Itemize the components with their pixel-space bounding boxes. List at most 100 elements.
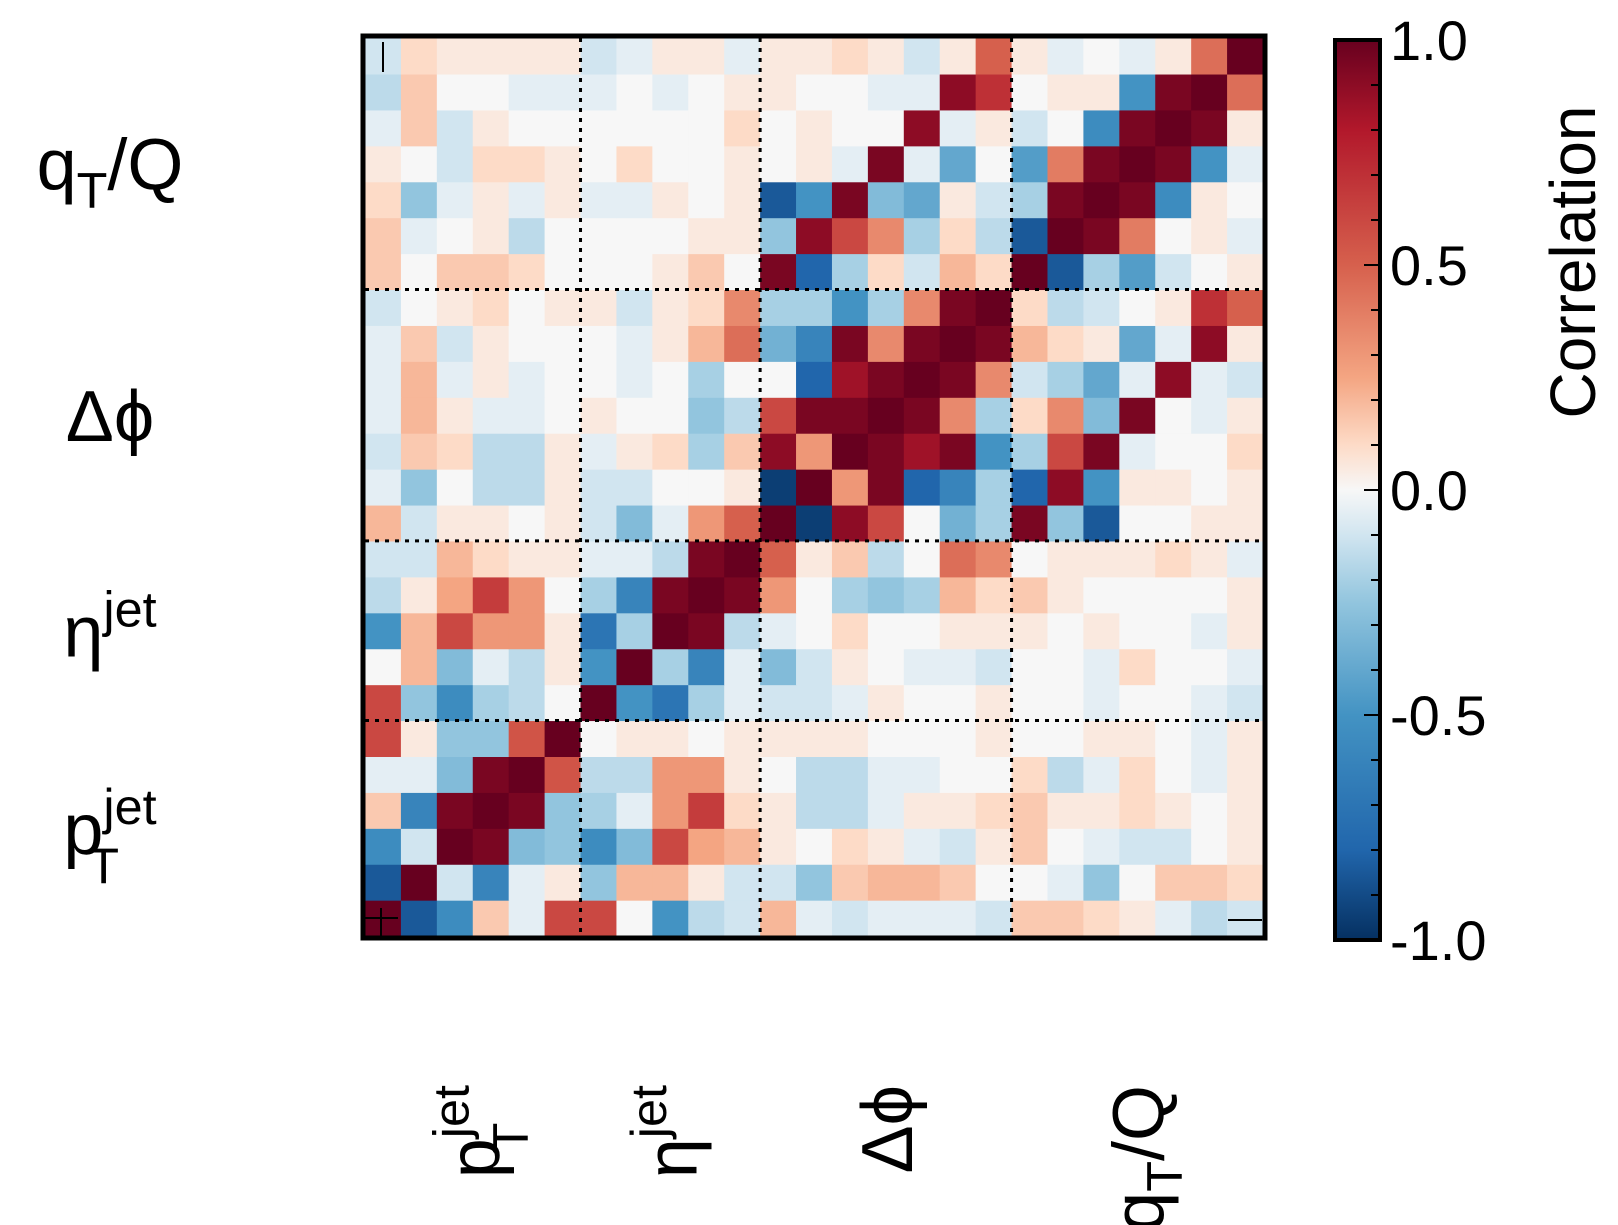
heatmap-cell bbox=[652, 828, 689, 865]
heatmap-cell bbox=[867, 397, 905, 434]
heatmap-cell bbox=[508, 253, 546, 291]
heatmap-cell bbox=[831, 720, 869, 757]
heatmap-cell bbox=[544, 109, 582, 147]
heatmap-cell bbox=[580, 504, 618, 542]
heatmap-cell bbox=[580, 900, 618, 937]
heatmap-cell bbox=[400, 181, 438, 219]
heatmap-cell bbox=[652, 289, 689, 326]
heatmap-cell bbox=[365, 469, 402, 506]
heatmap-cell bbox=[760, 504, 797, 542]
heatmap-cell bbox=[365, 181, 402, 219]
heatmap-cell bbox=[1155, 325, 1192, 362]
heatmap-cell bbox=[508, 612, 546, 650]
heatmap-cell bbox=[508, 145, 546, 183]
heatmap-cell bbox=[1227, 792, 1264, 829]
heatmap-cell bbox=[688, 756, 725, 793]
heatmap-cell bbox=[400, 217, 438, 255]
heatmap-cell bbox=[652, 109, 689, 147]
heatmap-cell bbox=[365, 217, 402, 255]
heatmap-cell bbox=[939, 612, 977, 650]
heatmap-cell bbox=[867, 73, 905, 111]
y-group-labels: pjet T ηjet Δϕ qT/Q bbox=[37, 126, 184, 894]
heatmap-cell bbox=[472, 900, 510, 937]
heatmap-cell bbox=[903, 648, 941, 686]
heatmap-cell bbox=[1083, 73, 1120, 111]
heatmap-cell bbox=[1011, 397, 1049, 434]
heatmap-cell bbox=[365, 864, 402, 901]
heatmap-cell bbox=[903, 145, 941, 183]
heatmap-cell bbox=[1119, 38, 1156, 75]
heatmap-cell bbox=[760, 612, 797, 650]
heatmap-cell bbox=[508, 504, 546, 542]
heatmap-cell bbox=[975, 325, 1013, 362]
heatmap-cell bbox=[436, 325, 474, 362]
heatmap-cell bbox=[831, 289, 869, 326]
heatmap-cell bbox=[831, 864, 869, 901]
heatmap-cell bbox=[760, 756, 797, 793]
heatmap-cell bbox=[688, 289, 725, 326]
heatmap-cell bbox=[544, 900, 582, 937]
heatmap-cell bbox=[400, 289, 438, 326]
heatmap-cell bbox=[975, 900, 1013, 937]
heatmap-cell bbox=[1083, 145, 1120, 183]
heatmap-cell bbox=[508, 756, 546, 793]
heatmap-cell bbox=[365, 540, 402, 578]
heatmap-cell bbox=[903, 253, 941, 291]
heatmap-cell bbox=[1191, 648, 1228, 686]
heatmap-cell bbox=[472, 612, 510, 650]
heatmap-cell bbox=[939, 756, 977, 793]
heatmap-cell bbox=[1011, 73, 1049, 111]
heatmap-cell bbox=[1083, 38, 1120, 75]
heatmap-cell bbox=[365, 504, 402, 542]
heatmap-cell bbox=[939, 38, 977, 75]
heatmap-cell bbox=[1047, 38, 1084, 75]
x-group-labels: pjetT ηjet Δϕ qT/Q bbox=[423, 1085, 1193, 1225]
heatmap-cell bbox=[1191, 612, 1228, 650]
heatmap-cell bbox=[544, 397, 582, 434]
heatmap-cell bbox=[1083, 576, 1120, 614]
heatmap-cell bbox=[1227, 145, 1264, 183]
heatmap-cell bbox=[652, 792, 689, 829]
heatmap-cell bbox=[436, 864, 474, 901]
heatmap-cell bbox=[724, 289, 761, 326]
heatmap-cell bbox=[400, 73, 438, 111]
heatmap-cell bbox=[580, 720, 618, 757]
colorbar-tick-label: 0.0 bbox=[1390, 459, 1468, 522]
heatmap-cell bbox=[831, 73, 869, 111]
heatmap-cell bbox=[1191, 900, 1228, 937]
heatmap-cell bbox=[544, 684, 582, 722]
heatmap-cell bbox=[760, 433, 797, 470]
heatmap-cell bbox=[1155, 469, 1192, 506]
heatmap-cell bbox=[616, 325, 653, 362]
heatmap-cell bbox=[831, 504, 869, 542]
heatmap-cell bbox=[796, 361, 833, 398]
heatmap-cell bbox=[616, 289, 653, 326]
heatmap-cell bbox=[975, 756, 1013, 793]
heatmap-cell bbox=[1083, 469, 1120, 506]
heatmap-cell bbox=[616, 73, 653, 111]
heatmap-cell bbox=[867, 900, 905, 937]
y-label-dphi: Δϕ bbox=[66, 377, 154, 457]
heatmap-cell bbox=[688, 109, 725, 147]
heatmap-cell bbox=[1083, 648, 1120, 686]
heatmap-cell bbox=[975, 576, 1013, 614]
heatmap-cell bbox=[652, 864, 689, 901]
heatmap-cell bbox=[796, 109, 833, 147]
heatmap-cell bbox=[436, 181, 474, 219]
heatmap-cell bbox=[616, 612, 653, 650]
heatmap-cell bbox=[1011, 109, 1049, 147]
heatmap-cell bbox=[652, 73, 689, 111]
heatmap-cell bbox=[365, 828, 402, 865]
x-label-pt: pjetT bbox=[423, 1085, 539, 1178]
heatmap-cell bbox=[1191, 145, 1228, 183]
heatmap-cell bbox=[436, 720, 474, 757]
heatmap-cell bbox=[903, 720, 941, 757]
heatmap-cell bbox=[1227, 109, 1264, 147]
heatmap-cell bbox=[903, 900, 941, 937]
heatmap-cell bbox=[1083, 109, 1120, 147]
heatmap-cell bbox=[1119, 145, 1156, 183]
heatmap-cell bbox=[760, 325, 797, 362]
heatmap-cell bbox=[365, 145, 402, 183]
heatmap-cell bbox=[580, 828, 618, 865]
heatmap-cell bbox=[1227, 612, 1264, 650]
